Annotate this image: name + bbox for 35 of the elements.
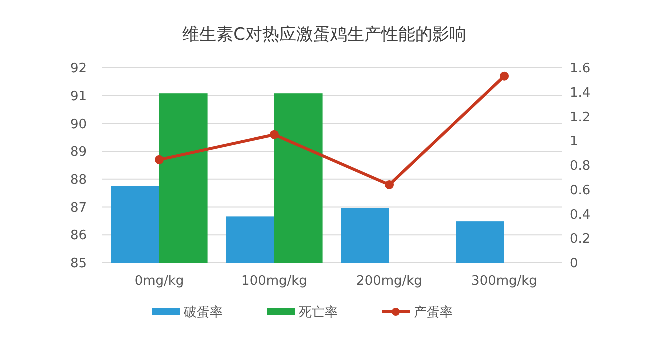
bar — [274, 94, 323, 263]
point — [270, 130, 279, 140]
bar — [226, 216, 274, 263]
y-tick-label: 89 — [70, 145, 87, 160]
y2-tick-label: 1.2 — [570, 110, 591, 126]
y-tick-label: 87 — [70, 200, 87, 216]
point — [500, 72, 509, 81]
y-tick-label: 90 — [70, 117, 87, 132]
legend-label: 破蛋率 — [183, 304, 223, 321]
y2-tick-label: 1.6 — [570, 62, 591, 77]
point — [385, 180, 394, 190]
bar — [456, 222, 504, 263]
y2-tick-label: 0.2 — [570, 232, 591, 248]
bar — [111, 186, 160, 263]
y-tick-label: 88 — [70, 172, 87, 188]
bar — [341, 208, 390, 263]
y2-tick-label: 0.6 — [570, 183, 591, 198]
y-tick-label: 91 — [70, 89, 87, 104]
y2-tick-label: 1 — [570, 134, 578, 150]
chart-title: 维生素C对热应激蛋鸡生产性能的影响 — [182, 25, 466, 45]
point — [155, 155, 164, 164]
y2-tick-label: 0.4 — [570, 208, 591, 223]
legend-label: 产蛋率 — [414, 304, 453, 321]
y2-tick-label: 0 — [570, 256, 578, 272]
y-tick-label: 86 — [70, 228, 87, 244]
x-tick-label: 100mg/kg — [242, 274, 308, 289]
bar — [160, 94, 208, 263]
y2-tick-label: 0.8 — [570, 159, 591, 174]
y2-tick-label: 1.4 — [570, 86, 591, 101]
y-tick-label: 92 — [70, 62, 87, 77]
x-tick-label: 0mg/kg — [134, 274, 184, 289]
x-tick-label: 200mg/kg — [356, 274, 422, 289]
x-tick-label: 300mg/kg — [472, 274, 538, 289]
y-tick-label: 85 — [70, 256, 87, 272]
legend-label: 死亡率 — [299, 304, 338, 321]
